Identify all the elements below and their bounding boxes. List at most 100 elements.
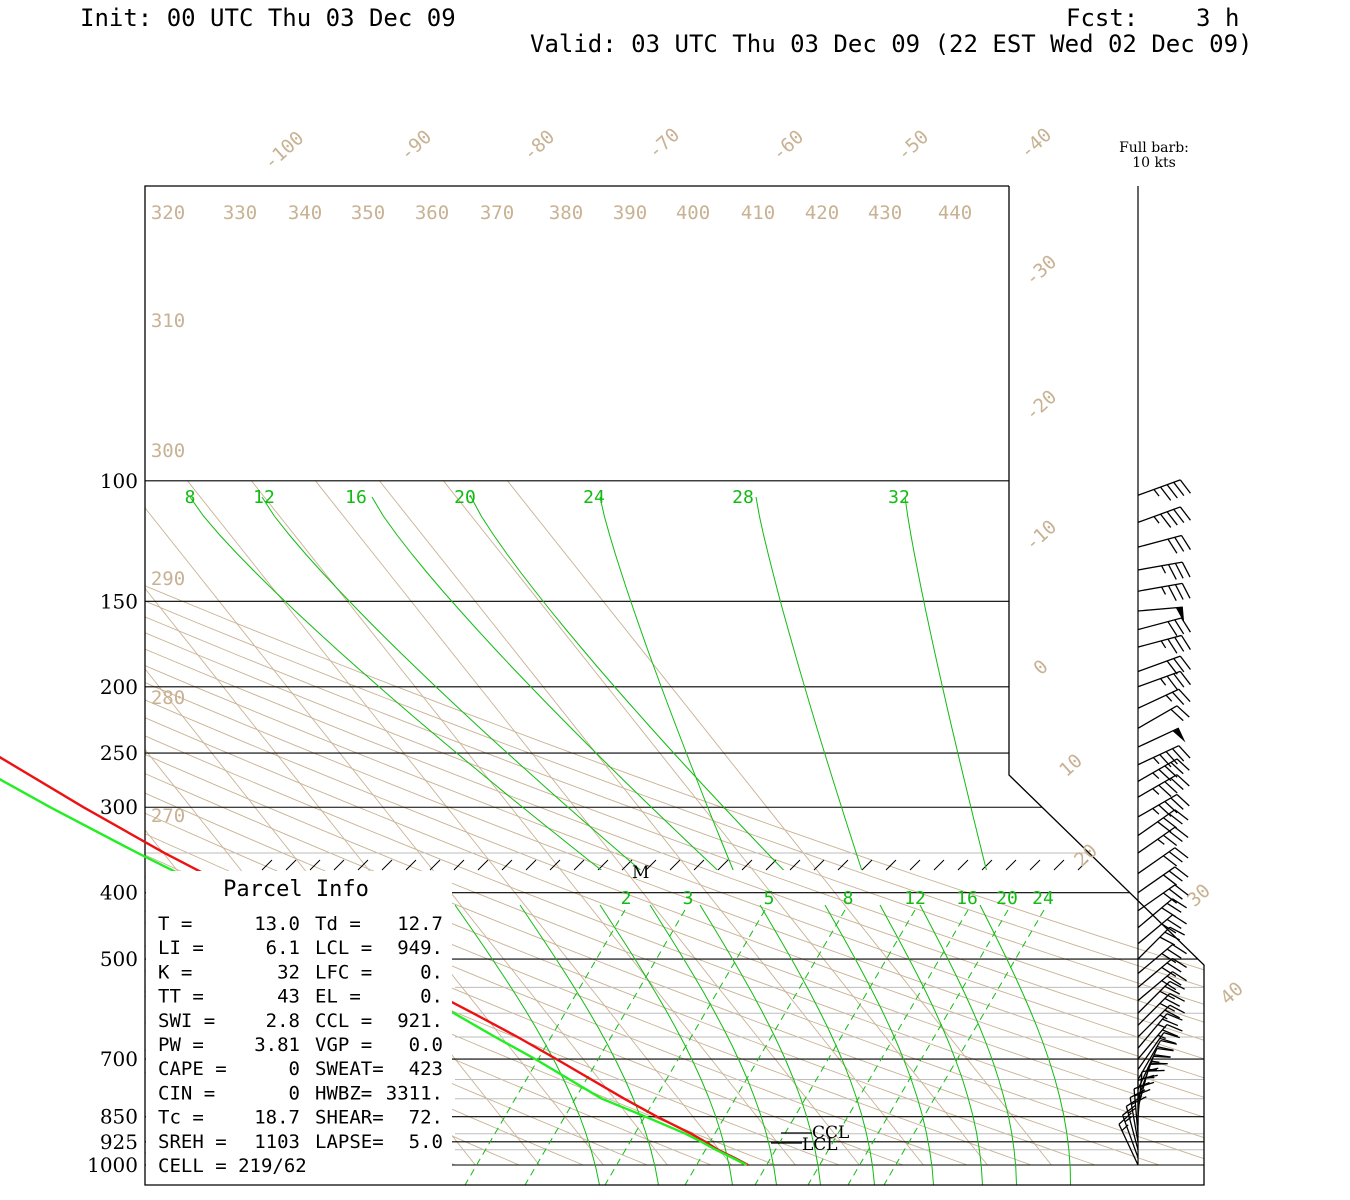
barb-half [1121, 1124, 1129, 1132]
pressure-label: 850 [100, 1105, 138, 1129]
barb-full [1165, 751, 1178, 765]
hatch-mark [501, 859, 513, 871]
parcel-key: CAPE = [158, 1058, 227, 1080]
saturated-adiabat-line [455, 904, 600, 1185]
moist-adiabat-label: 28 [732, 487, 754, 508]
mixing-ratio-label: 24 [1032, 888, 1054, 909]
barb-full [1169, 992, 1185, 1002]
barb-full [1168, 851, 1183, 863]
theta-label: 440 [938, 202, 972, 224]
barb-staff [1137, 914, 1173, 945]
parcel-key: LFC = [315, 961, 372, 983]
mixing-ratio-label: 2 [621, 888, 632, 909]
barb-full [1174, 847, 1189, 859]
hatch-mark [285, 859, 297, 871]
wind-barb [1137, 745, 1191, 768]
isotherm-label: 40 [1216, 978, 1248, 1010]
saturated-adiabat-line [879, 904, 983, 1185]
mixing-ratio-line [604, 909, 766, 1185]
barb-full [1157, 821, 1172, 833]
hatch-mark [813, 859, 825, 871]
hatch-mark [549, 859, 561, 871]
hatch-mark [381, 859, 393, 871]
barb-full [1167, 564, 1177, 580]
barb-note-line2: 10 kts [1132, 155, 1176, 171]
isotherm-label: 30 [1183, 880, 1215, 912]
moist-adiabat-label: 32 [888, 487, 910, 508]
barb-full [1160, 1039, 1177, 1045]
isotherm-label: -80 [519, 126, 559, 165]
moist-adiabat-label: 20 [454, 487, 476, 508]
barb-half [1161, 586, 1167, 595]
theta-label: 400 [676, 202, 710, 224]
ccl-label: CCL [812, 1123, 849, 1143]
barb-full [1179, 655, 1191, 670]
barb-staff [1137, 847, 1176, 875]
barb-staff [1137, 971, 1173, 1002]
barb-staff [1137, 866, 1176, 894]
parcel-key: SWEAT= [315, 1058, 384, 1080]
hatch-mark [909, 859, 921, 871]
pressure-label: 200 [100, 675, 138, 699]
barb-staff [1133, 1088, 1139, 1134]
wind-barb [1137, 971, 1187, 1002]
barb-full [1161, 980, 1177, 991]
barb-half [1152, 788, 1160, 795]
wind-barb [1137, 582, 1191, 602]
hatch-mark [933, 859, 945, 871]
barb-full [1159, 936, 1176, 946]
barb-full [1166, 948, 1182, 959]
theta-label: 310 [151, 310, 185, 332]
barb-full [1163, 1031, 1180, 1039]
barb-staff [1125, 1106, 1139, 1150]
mixing-ratio-label: 20 [996, 888, 1018, 909]
barb-full [1179, 479, 1191, 494]
barb-staff [1137, 1004, 1171, 1038]
barb-full [1166, 1023, 1183, 1032]
mixing-ratio-label: 8 [843, 888, 854, 909]
theta-label: 380 [549, 202, 583, 224]
barb-full [1166, 1013, 1183, 1021]
barb-full [1174, 809, 1189, 821]
barb-staff [1137, 634, 1182, 648]
barb-full [1166, 918, 1182, 929]
hatch-mark [357, 859, 369, 871]
hatch-mark [1053, 859, 1065, 871]
parcel-value: 5.0 [409, 1131, 443, 1153]
barb-full [1172, 944, 1187, 955]
barb-full [1172, 898, 1187, 909]
barb-full [1173, 658, 1185, 673]
parcel-value: 72. [409, 1107, 443, 1129]
barb-full [1122, 1104, 1137, 1116]
barb-full [1159, 754, 1172, 768]
barb-full [1173, 673, 1185, 688]
barb-half [1157, 838, 1165, 845]
barb-full [1162, 892, 1178, 904]
moist-adiabat-line [904, 496, 987, 870]
wind-barb [1137, 688, 1191, 709]
barb-full [1172, 971, 1187, 982]
theta-label: 330 [223, 202, 257, 224]
barb-full [1167, 638, 1178, 654]
hatch-mark [453, 859, 465, 871]
parcel-value: 6.1 [266, 937, 300, 959]
parcel-value: 0. [420, 961, 443, 983]
parcel-key: HWBZ= [315, 1082, 372, 1104]
wind-barb [1137, 957, 1187, 988]
barb-full [1161, 953, 1177, 964]
saturated-adiabat-line [824, 904, 934, 1185]
theta-label: 280 [151, 687, 185, 709]
parcel-key: PW = [158, 1034, 204, 1056]
barb-full [1141, 1067, 1159, 1073]
barb-full [1169, 980, 1185, 990]
wind-barb [1137, 506, 1191, 528]
barb-staff [1137, 1013, 1168, 1049]
barb-full [1134, 1088, 1151, 1097]
wind-barb [1137, 847, 1189, 875]
saturated-adiabat-line [599, 904, 733, 1185]
barb-half [1152, 757, 1160, 765]
barb-full [1118, 1112, 1132, 1125]
wind-barb [1137, 1031, 1180, 1070]
parcel-key: SWI = [158, 1010, 215, 1032]
barb-full [1153, 1055, 1171, 1058]
